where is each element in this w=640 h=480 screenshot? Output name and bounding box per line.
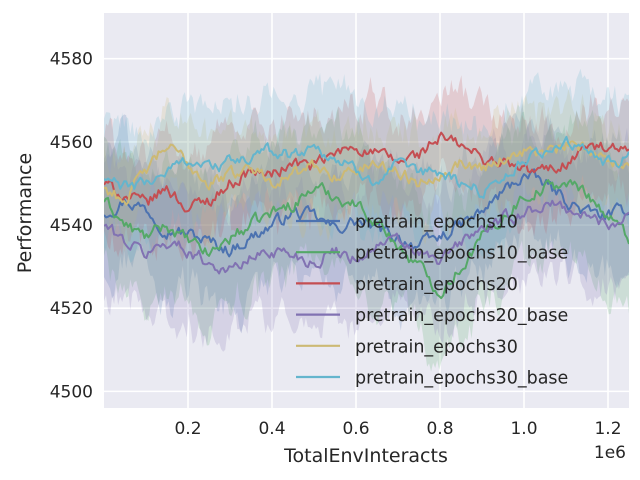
y-tick-label: 4560 <box>50 133 93 153</box>
legend-label: pretrain_epochs20 <box>355 275 518 295</box>
x-tick-label: 1.0 <box>510 419 537 439</box>
legend-label: pretrain_epochs10_base <box>355 244 568 264</box>
series-band <box>104 89 629 252</box>
series-line <box>104 131 629 213</box>
y-axis-label: Performance <box>14 153 36 273</box>
legend-label: pretrain_epochs30_base <box>355 369 568 389</box>
series-lines <box>104 131 629 300</box>
x-tick-label: 0.6 <box>342 419 369 439</box>
y-tick-labels: 4500 4520 4540 4560 4580 <box>50 50 93 403</box>
legend-label: pretrain_epochs20_base <box>355 306 568 326</box>
series-band <box>104 75 629 262</box>
series-band <box>104 107 629 372</box>
y-tick-label: 4520 <box>50 299 93 319</box>
x-axis-label: TotalEnvInteracts <box>283 445 448 467</box>
legend: pretrain_epochs10 pretrain_epochs10_basep… <box>296 213 568 389</box>
y-tick-label: 4580 <box>50 50 93 70</box>
series-line <box>104 199 629 275</box>
legend-label: pretrain_epochs10 <box>355 213 518 233</box>
legend-label: pretrain_epochs30 <box>355 337 518 357</box>
series-line <box>104 179 629 300</box>
series-line <box>104 140 629 206</box>
x-tick-label: 0.4 <box>258 419 285 439</box>
x-tick-label: 0.2 <box>174 419 201 439</box>
y-tick-label: 4540 <box>50 216 93 236</box>
series-band <box>104 113 629 352</box>
series-line <box>104 135 629 199</box>
x-tick-label: 0.8 <box>426 419 453 439</box>
y-tick-label: 4500 <box>50 382 93 402</box>
x-tick-label: 1.2 <box>594 419 621 439</box>
x-tick-labels: 0.2 0.4 0.6 0.8 1.0 1.2 <box>174 419 621 439</box>
x-offset-label: 1e6 <box>594 443 626 463</box>
